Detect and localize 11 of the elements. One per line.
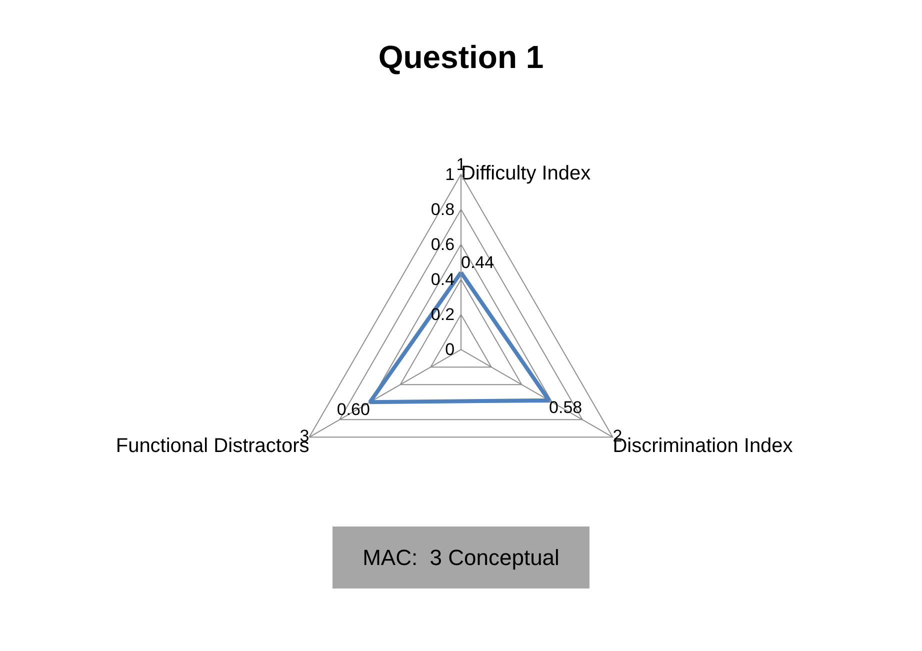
data-label: 0.58 [549,398,582,418]
chart-title: Question 1 [378,38,544,75]
y-tick-label: 1 [445,164,455,184]
y-tick-label: 0.6 [430,234,455,254]
y-tick-label: 0.8 [430,200,455,219]
y-tick-label: 0 [445,340,455,360]
data-label: 0.44 [461,253,494,272]
text: MAC: 3 Conceptual [362,545,560,570]
y-tick-label: 0.4 [430,270,455,290]
data-label: 0.60 [336,400,370,419]
y-tick-label: 0.2 [430,305,455,324]
